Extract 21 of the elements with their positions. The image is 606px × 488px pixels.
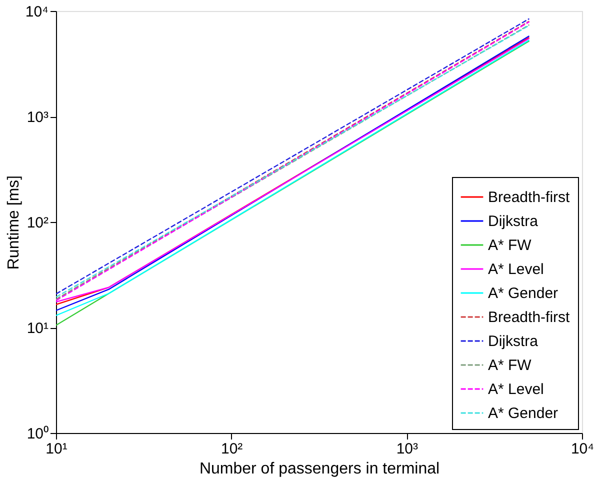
x-axis-title: Number of passengers in terminal [199, 460, 440, 478]
x-tick-label: 10³ [396, 440, 418, 458]
y-axis-title: Runtime [ms] [5, 175, 22, 270]
legend-label: Breadth-first [488, 309, 571, 326]
x-tick-label: 10² [220, 440, 243, 458]
y-tick-label: 10⁴ [25, 4, 48, 20]
legend-label: A* FW [488, 237, 532, 254]
y-tick-label: 10³ [26, 109, 48, 126]
x-tick-label: 10⁴ [570, 440, 594, 458]
legend-label: A* Level [488, 261, 544, 278]
legend-label: Dijkstra [488, 333, 539, 350]
legend-label: A* FW [488, 357, 532, 374]
legend-label: A* Level [488, 381, 544, 398]
y-tick-label: 10¹ [26, 320, 48, 337]
legend-label: Breadth-first [488, 189, 571, 206]
legend-label: A* Gender [488, 285, 558, 302]
legend-label: Dijkstra [488, 213, 539, 230]
legend-label: A* Gender [488, 405, 558, 422]
y-tick-label: 10⁰ [26, 426, 48, 442]
y-tick-label: 10² [26, 214, 48, 232]
x-tick-label: 10¹ [46, 440, 68, 458]
